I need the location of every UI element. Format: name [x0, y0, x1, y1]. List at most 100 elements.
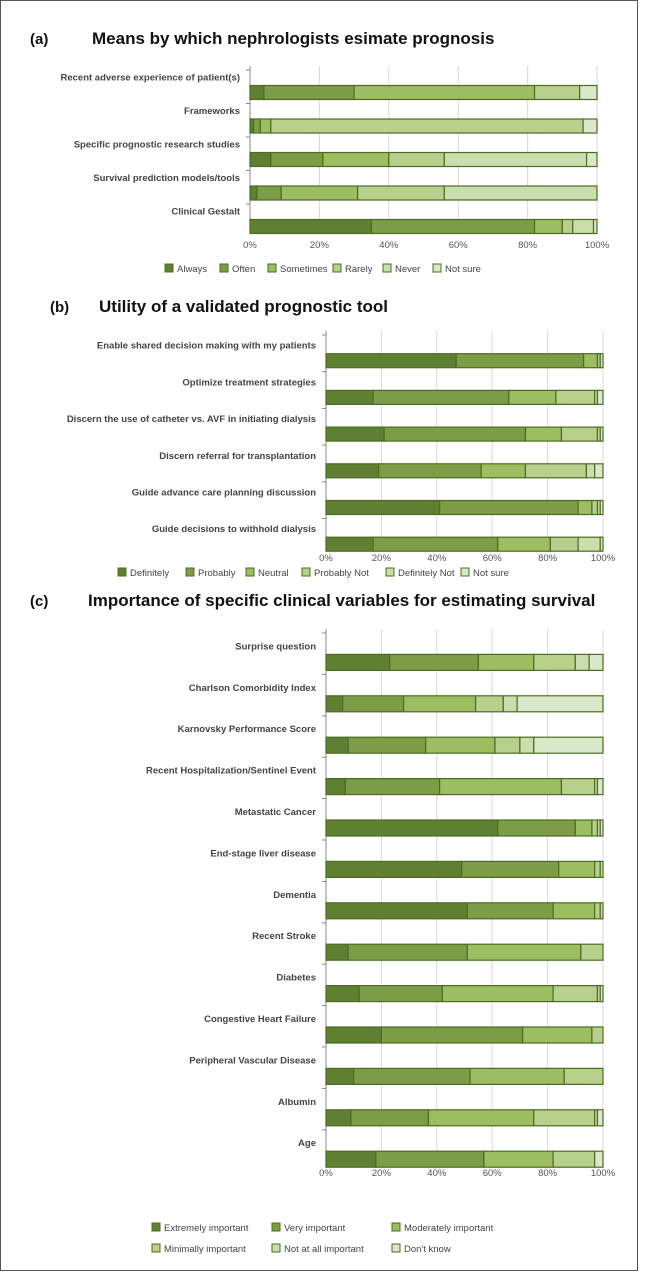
bar-segment-probably [383, 426, 527, 442]
bar-segment-minimally-important [552, 1150, 596, 1168]
bar-segment-probably-not [549, 536, 579, 552]
bar-segment-moderately-important [469, 1067, 565, 1086]
legend-swatch [332, 263, 342, 273]
legend-label: Not at all important [284, 1244, 364, 1255]
bar-segment-never [443, 185, 598, 201]
bar-segment-moderately-important [552, 902, 596, 920]
bar-segment-definitely [325, 499, 441, 516]
bar-segment-moderately-important [441, 984, 554, 1003]
bar-segment-don-t-know [533, 736, 604, 754]
category-label: Enable shared decision making with my pa… [97, 341, 316, 352]
x-tick-label: 0% [319, 553, 333, 564]
bar-segment-moderately-important [574, 819, 593, 837]
bar-segment-extremely-important [325, 777, 346, 796]
bar-segment-always [249, 84, 265, 101]
legend-label: Definitely Not [398, 568, 455, 579]
bar-segment-minimally-important [594, 860, 601, 879]
bar-segment-extremely-important [325, 902, 468, 920]
bar-segment-probably [378, 463, 482, 479]
bar-segment-minimally-important [580, 943, 604, 961]
legend-swatch [245, 567, 255, 577]
bar-segment-probably-not [591, 499, 599, 516]
bar-segment-moderately-important [427, 1109, 535, 1127]
bar-segment-very-important [461, 860, 560, 879]
bar-segment-often [263, 84, 355, 101]
x-tick-label: 40% [427, 553, 447, 564]
legend-label: Always [177, 264, 207, 275]
category-label: Recent Hospitalization/Sentinel Event [146, 766, 317, 777]
legend-swatch [391, 1243, 401, 1253]
bar-segment-probably-not [560, 426, 599, 442]
bar-segment-rarely [533, 84, 581, 101]
bar-segment-minimally-important [552, 984, 599, 1003]
legend-swatch [432, 263, 442, 273]
legend-swatch [117, 567, 127, 577]
bar-segment-not-sure [592, 218, 598, 235]
bar-segment-extremely-important [325, 1109, 352, 1127]
x-tick-label: 20% [372, 1168, 392, 1179]
x-tick-label: 100% [591, 1168, 616, 1179]
x-tick-label: 100% [591, 553, 616, 564]
legend-label: Probably Not [314, 568, 369, 579]
bar-segment-minimally-important [533, 1109, 596, 1127]
legend-swatch [271, 1222, 281, 1232]
bar-segment-very-important [380, 1026, 524, 1044]
bar-segment-very-important [342, 695, 405, 713]
bar-segment-sometimes [280, 185, 359, 201]
bar-segment-definitely [325, 536, 374, 552]
bar-segment-very-important [350, 1109, 430, 1127]
bar-segment-always [249, 151, 272, 168]
legend-label: Never [395, 264, 420, 275]
legend-swatch [164, 263, 174, 273]
bar-segment-minimally-important [533, 653, 576, 672]
category-label: Frameworks [184, 106, 240, 117]
legend-swatch [382, 263, 392, 273]
bar-segment-rarely [388, 151, 445, 168]
bar-segment-rarely [561, 218, 574, 235]
x-tick-label: 0% [319, 1168, 333, 1179]
bar-segment-not-sure [579, 84, 598, 101]
category-label: Recent adverse experience of patient(s) [60, 73, 240, 84]
bar-segment-not-sure [599, 353, 604, 369]
bar-segment-extremely-important [325, 1067, 355, 1086]
bar-segment-moderately-important [522, 1026, 593, 1044]
bar-segment-not-at-all-important [519, 736, 535, 754]
bar-segment-not-at-all-important [599, 902, 604, 920]
legend-swatch [301, 567, 311, 577]
bar-segment-definitely-not [585, 463, 596, 479]
bar-segment-often [270, 151, 324, 168]
x-tick-label: 80% [538, 553, 558, 564]
bar-segment-neutral [577, 499, 593, 516]
panel-letter: (a) [30, 31, 48, 48]
bar-segment-neutral [497, 536, 551, 552]
category-label: Karnovsky Performance Score [178, 724, 316, 735]
bar-segment-moderately-important [438, 777, 563, 796]
bar-segment-don-t-know [596, 777, 604, 796]
bar-segment-not-sure [585, 151, 598, 168]
category-label: Peripheral Vascular Disease [189, 1055, 316, 1066]
chart-title: Means by which nephrologists esimate pro… [92, 29, 494, 48]
bar-segment-not-at-all-important [502, 695, 518, 713]
bar-segment-moderately-important [466, 943, 582, 961]
bar-segment-don-t-know [599, 984, 604, 1003]
category-label: Optimize treatment strategies [182, 377, 316, 388]
legend-swatch [185, 567, 195, 577]
bar-segment-extremely-important [325, 860, 463, 879]
bar-segment-extremely-important [325, 984, 360, 1003]
bar-segment-never [572, 218, 595, 235]
legend-label: Moderately important [404, 1223, 494, 1234]
category-label: End-stage liver disease [210, 848, 316, 859]
bar-segment-extremely-important [325, 1026, 383, 1044]
bar-segment-probably [455, 353, 585, 369]
bar-segment-not-sure [596, 389, 604, 405]
x-tick-label: 40% [379, 240, 399, 251]
legend-label: Definitely [130, 568, 169, 579]
bar-segment-very-important [353, 1067, 471, 1086]
x-tick-label: 40% [427, 1168, 447, 1179]
legend-swatch [151, 1222, 161, 1232]
bar-segment-rarely [270, 118, 584, 134]
bar-segment-minimally-important [591, 819, 599, 837]
bar-segment-not-at-all-important [574, 653, 590, 672]
category-label: Recent Stroke [252, 931, 316, 942]
